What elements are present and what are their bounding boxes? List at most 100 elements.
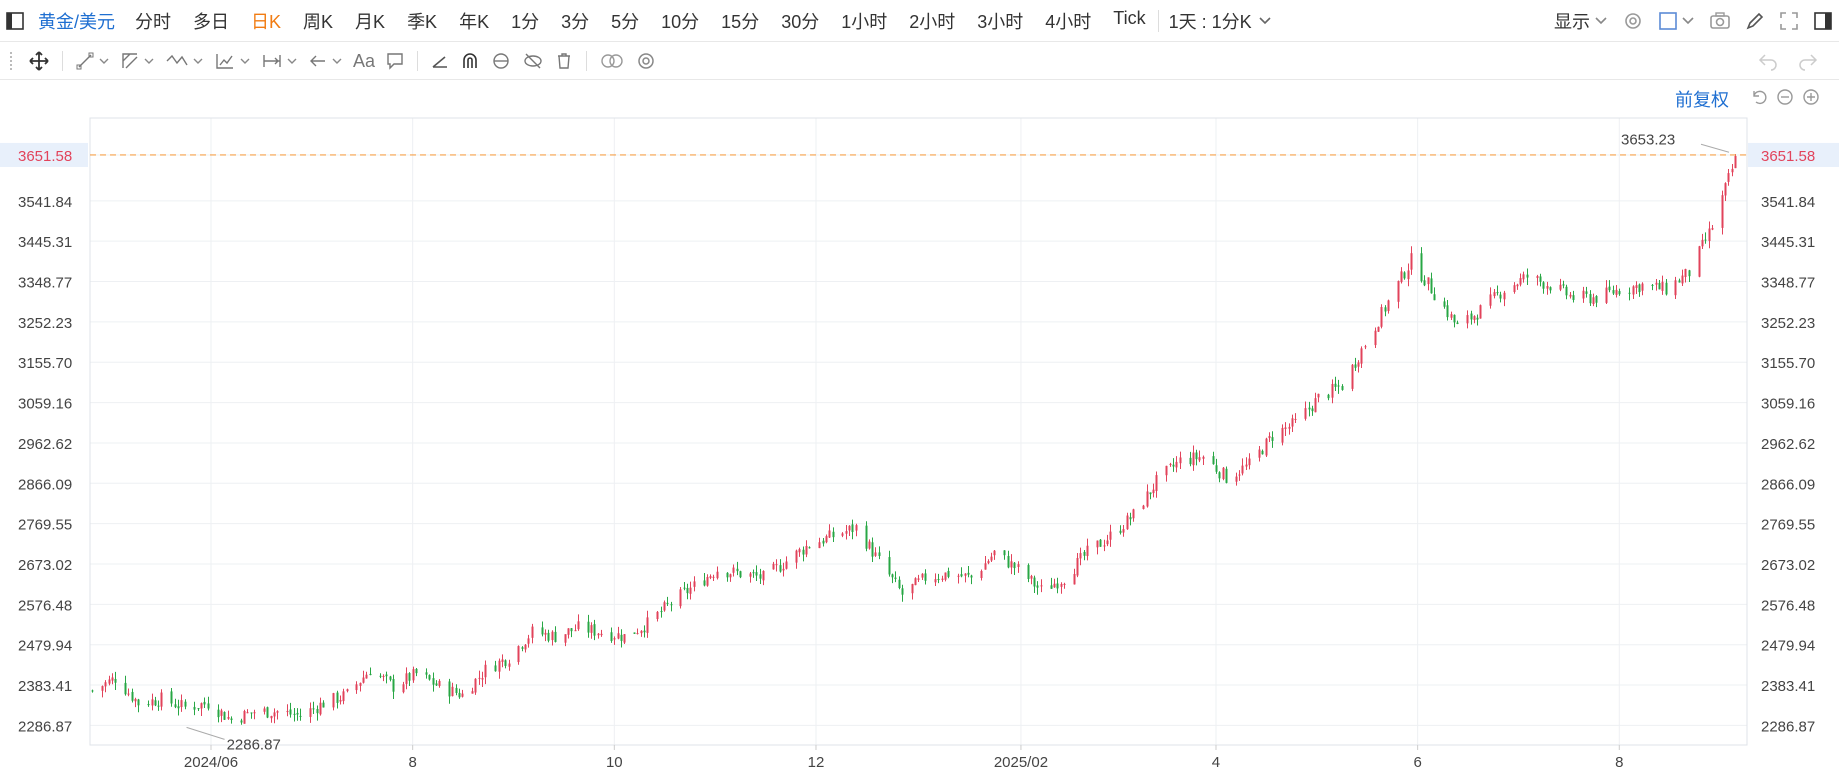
layout-dropdown[interactable]	[1658, 11, 1695, 31]
angle-icon	[432, 56, 448, 68]
candle-body	[782, 568, 785, 571]
candle-body	[319, 702, 322, 715]
compare-dropdown[interactable]: 1天 : 1分K	[1169, 8, 1272, 34]
period-tab[interactable]: 周K	[303, 12, 334, 32]
candle-body	[1218, 472, 1221, 479]
angle-tool[interactable]	[430, 51, 450, 71]
candle-body	[531, 626, 534, 638]
comment-tool[interactable]	[385, 51, 405, 71]
period-tab[interactable]: 月K	[355, 12, 386, 32]
period-tab[interactable]: 1小时	[841, 12, 888, 32]
right-panel-toggle-icon[interactable]	[1813, 11, 1833, 31]
period-tab[interactable]: 季K	[407, 12, 438, 32]
period-tab[interactable]: 日K	[251, 12, 282, 32]
symbol-name[interactable]: 黄金/美元	[38, 12, 116, 32]
text-tool[interactable]: Aa	[353, 51, 375, 72]
candle-body	[1079, 553, 1082, 559]
period-tab[interactable]: 4小时	[1045, 12, 1092, 32]
line-tool[interactable]	[75, 51, 110, 71]
candle-body	[243, 711, 246, 724]
magnet-tool[interactable]	[460, 51, 480, 71]
candle-body	[878, 552, 881, 557]
drawing-settings-tool[interactable]	[635, 50, 657, 72]
y-tick-label: 2866.09	[18, 476, 72, 493]
period-tab[interactable]: 3小时	[977, 12, 1024, 32]
candle-body	[1665, 282, 1668, 295]
candle-body	[1175, 461, 1178, 468]
candle-body	[1294, 418, 1297, 420]
candle-body	[1284, 427, 1287, 429]
period-tab[interactable]: 多日	[193, 12, 230, 32]
camera-icon[interactable]	[1709, 11, 1731, 31]
reset-icon[interactable]	[1749, 87, 1769, 112]
candle-body	[1122, 529, 1125, 533]
adjust-mode[interactable]: 前复权	[1675, 90, 1729, 110]
chevron-down-icon	[1259, 17, 1271, 25]
candle-body	[263, 708, 266, 712]
tool-list: Aa	[28, 42, 667, 80]
period-tab[interactable]: 3分	[561, 12, 590, 32]
candle-body	[716, 571, 719, 579]
x-tick-label: 12	[808, 754, 825, 771]
candle-body	[389, 676, 392, 680]
pencil-icon[interactable]	[1745, 11, 1765, 31]
candle-body	[1704, 239, 1707, 241]
settings-icon[interactable]	[1622, 10, 1644, 32]
arrow-tool[interactable]	[308, 51, 343, 71]
undo-icon[interactable]	[1757, 51, 1779, 76]
lock-drawing-tool[interactable]	[490, 51, 512, 71]
candle-body	[1354, 364, 1357, 368]
range-tool[interactable]	[261, 51, 298, 71]
zoom-in-icon[interactable]	[1801, 87, 1821, 112]
candle-body	[461, 693, 464, 697]
candle-body	[1198, 457, 1201, 461]
channel-tool[interactable]	[120, 51, 155, 71]
redo-icon[interactable]	[1797, 51, 1819, 76]
candle-body	[1155, 475, 1158, 491]
period-tab[interactable]: 1分	[511, 12, 540, 32]
candle-body	[1099, 539, 1102, 547]
period-tab[interactable]: 5分	[611, 12, 640, 32]
period-tab[interactable]: 年K	[459, 12, 490, 32]
candle-body	[901, 588, 904, 595]
candle-body	[732, 567, 735, 573]
candle-body	[937, 578, 940, 580]
compare-tool[interactable]	[599, 51, 625, 71]
candle-body	[947, 570, 950, 577]
candle-body	[1036, 585, 1039, 588]
hide-drawings-tool[interactable]	[522, 51, 544, 71]
period-tab[interactable]: 15分	[721, 12, 760, 32]
panel-toggle-icon[interactable]	[6, 12, 24, 30]
candle-body	[220, 710, 223, 716]
period-tab[interactable]: 10分	[661, 12, 700, 32]
period-tab[interactable]: 2小时	[909, 12, 956, 32]
delete-drawings-tool[interactable]	[554, 51, 574, 71]
zoom-out-icon[interactable]	[1775, 87, 1795, 112]
chevron-down-icon	[332, 58, 342, 64]
candle-body	[825, 536, 828, 543]
wave-tool[interactable]	[165, 51, 204, 71]
candle-body	[382, 676, 385, 678]
x-tick-label: 10	[606, 754, 623, 771]
candle-body	[1360, 348, 1363, 364]
candle-body	[184, 701, 187, 707]
candle-body	[911, 584, 914, 594]
measure-tool[interactable]	[214, 51, 251, 71]
candle-body	[1013, 562, 1016, 569]
candle-body	[230, 718, 233, 721]
period-tab[interactable]: 30分	[781, 12, 820, 32]
move-tool[interactable]	[28, 50, 50, 72]
display-dropdown[interactable]: 显示	[1554, 8, 1608, 34]
candle-body	[640, 630, 643, 634]
candle-body	[127, 693, 130, 695]
toolbar-grip[interactable]	[10, 52, 16, 70]
candle-body	[246, 712, 249, 714]
candle-body	[1179, 457, 1182, 464]
period-tab[interactable]: Tick	[1113, 8, 1146, 28]
fullscreen-icon[interactable]	[1779, 11, 1799, 31]
candle-body	[633, 632, 636, 634]
candle-body	[855, 525, 858, 531]
period-tab[interactable]: 分时	[135, 12, 172, 32]
candle-body	[498, 660, 501, 672]
